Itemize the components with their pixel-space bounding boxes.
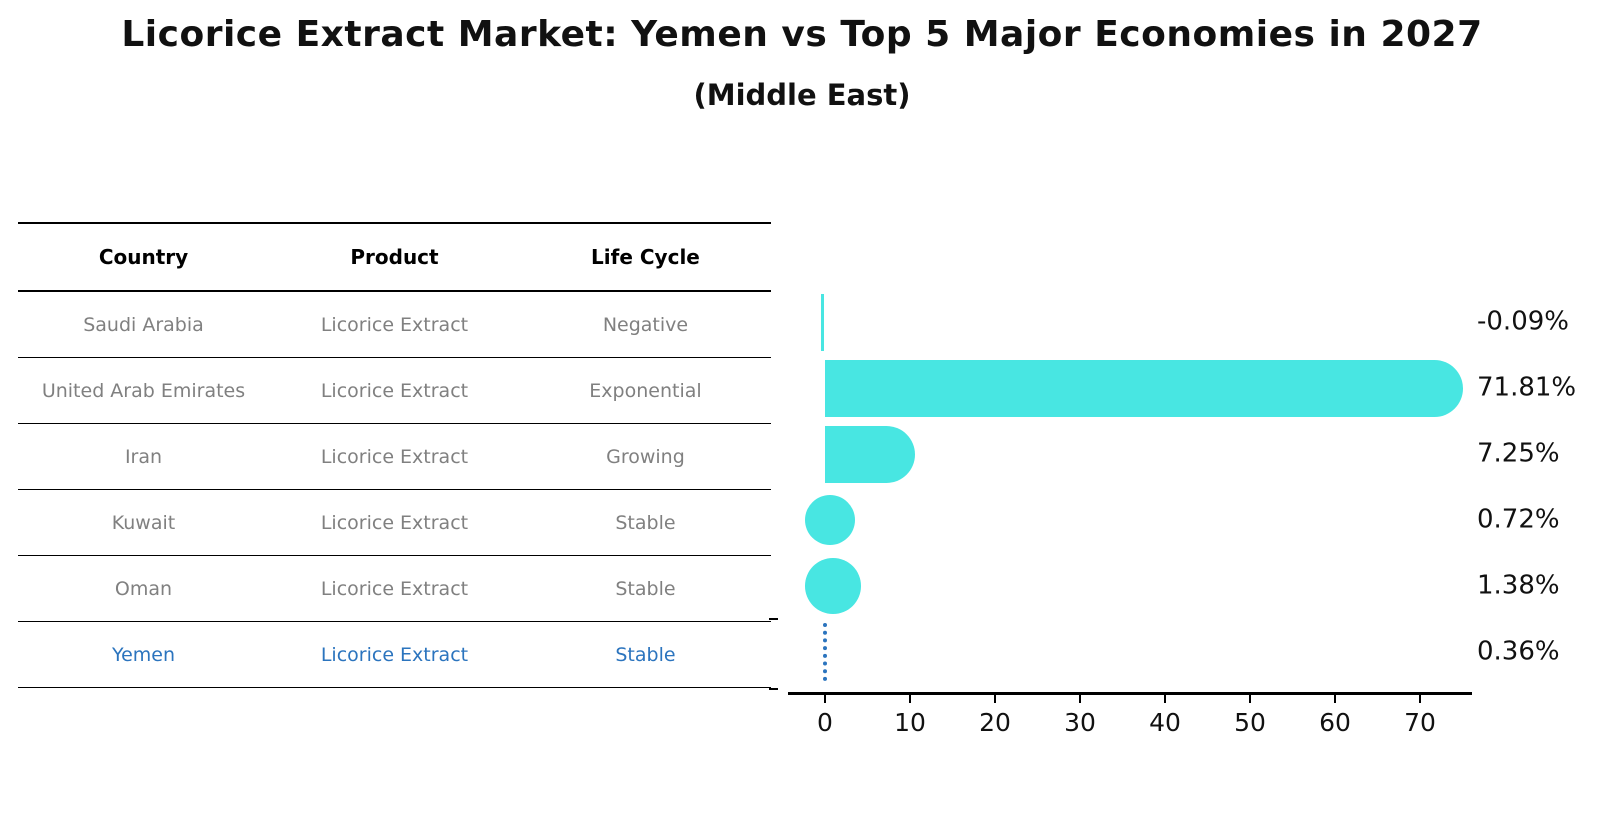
cell-country: Kuwait [111, 511, 176, 534]
bar-united-arab-emirates [825, 359, 1464, 417]
cell-life-cycle: Negative [602, 313, 689, 336]
x-tick-label: 50 [1234, 708, 1266, 737]
x-tick-label: 60 [1319, 708, 1351, 737]
x-tick [1419, 694, 1421, 703]
cell-country: Oman [114, 577, 173, 600]
cell-country: Saudi Arabia [83, 313, 204, 336]
table-row-united-arab-emirates: United Arab Emirates Licorice Extract Expo… [18, 358, 771, 424]
cell-country: Yemen [111, 643, 175, 666]
bar-yemen [823, 623, 827, 681]
cell-product: Licorice Extract [320, 379, 469, 402]
x-tick-label: 40 [1149, 708, 1181, 737]
x-tick [994, 694, 996, 703]
x-tick [1079, 694, 1081, 703]
table-row-saudi-arabia: Saudi Arabia Licorice Extract Negative [18, 292, 771, 358]
bar-oman [805, 558, 861, 614]
table-row-iran: Iran Licorice Extract Growing [18, 424, 771, 490]
cell-product: Licorice Extract [320, 313, 469, 336]
y-axis-tick [769, 618, 778, 620]
x-axis-line [788, 692, 1472, 695]
cell-product: Licorice Extract [320, 511, 469, 534]
table-body: Saudi Arabia Licorice Extract Negative Unit… [18, 292, 771, 688]
x-tick [1334, 694, 1336, 703]
x-tick-label: 20 [979, 708, 1011, 737]
value-label-iran: 7.25% [1477, 438, 1560, 469]
table-row-kuwait: Kuwait Licorice Extract Stable [18, 490, 771, 556]
cell-country: United Arab Emirates [41, 379, 246, 402]
column-header-country: Country [98, 245, 189, 269]
table-header-row: Country Product Life Cycle [18, 224, 771, 292]
bar-iran [825, 425, 915, 483]
cell-product: Licorice Extract [320, 643, 469, 666]
cell-life-cycle: Exponential [589, 379, 702, 402]
table-row-oman: Oman Licorice Extract Stable [18, 556, 771, 622]
column-header-product: Product [350, 245, 439, 269]
value-label-united-arab-emirates: 71.81% [1477, 372, 1577, 403]
column-header-life-cycle: Life Cycle [591, 245, 700, 269]
x-tick-label: 30 [1064, 708, 1096, 737]
cell-life-cycle: Stable [615, 643, 676, 666]
bar-kuwait [805, 494, 856, 546]
cell-product: Licorice Extract [320, 577, 469, 600]
x-tick-label: 70 [1404, 708, 1436, 737]
x-tick [1249, 694, 1251, 703]
value-label-oman: 1.38% [1477, 570, 1560, 601]
y-axis-tick [769, 688, 778, 690]
bar-saudi-arabia [821, 293, 824, 351]
value-label-saudi-arabia: -0.09% [1477, 306, 1569, 337]
x-tick-label: 10 [894, 708, 926, 737]
x-tick-label: 0 [817, 708, 833, 737]
country-table: Country Product Life Cycle Saudi Arabia L… [18, 222, 771, 688]
x-tick [1164, 694, 1166, 703]
cell-product: Licorice Extract [320, 445, 469, 468]
value-label-yemen: 0.36% [1477, 636, 1560, 667]
cell-life-cycle: Stable [615, 511, 676, 534]
cell-country: Iran [124, 445, 163, 468]
x-tick [824, 694, 826, 703]
chart-subtitle: (Middle East) [693, 78, 911, 112]
cell-life-cycle: Growing [606, 445, 685, 468]
cell-life-cycle: Stable [615, 577, 676, 600]
value-label-kuwait: 0.72% [1477, 504, 1560, 535]
chart-title: Licorice Extract Market: Yemen vs Top 5 … [121, 14, 1483, 55]
table-row-yemen: Yemen Licorice Extract Stable [18, 622, 771, 688]
x-tick [909, 694, 911, 703]
